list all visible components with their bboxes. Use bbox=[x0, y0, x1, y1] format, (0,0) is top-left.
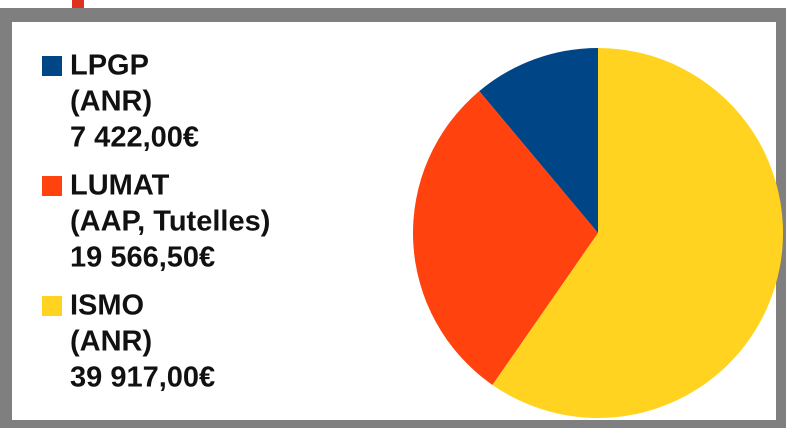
legend-sublabel: (ANR) bbox=[70, 86, 152, 118]
legend-swatch bbox=[42, 56, 62, 76]
legend-sublabel: (ANR) bbox=[70, 326, 152, 358]
pie-slice bbox=[479, 48, 598, 233]
legend-sublabel: (AAP, Tutelles) bbox=[70, 206, 270, 238]
legend-label: LUMAT bbox=[70, 170, 170, 202]
legend-label: ISMO bbox=[70, 290, 144, 322]
value-label: 39 917,00€ bbox=[70, 362, 215, 394]
legend-swatch bbox=[42, 296, 62, 316]
value-label: 7 422,00€ bbox=[70, 122, 199, 154]
decoration bbox=[72, 0, 84, 8]
legend-swatch bbox=[42, 176, 62, 196]
legend-label: LPGP bbox=[70, 50, 149, 82]
value-label: 19 566,50€ bbox=[70, 242, 215, 274]
pie-slice bbox=[492, 48, 784, 418]
pie-slice bbox=[412, 91, 598, 385]
